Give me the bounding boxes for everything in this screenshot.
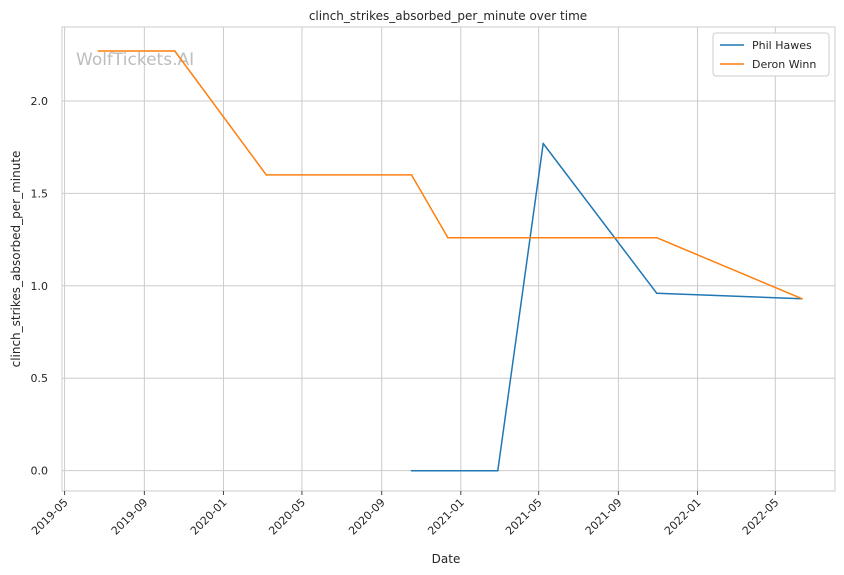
x-tick-label: 2021-09 [583,496,625,538]
data-point-phil-hawes [410,469,413,472]
series-layer [97,50,803,472]
data-point-phil-hawes [496,469,499,472]
series-line-phil-hawes [411,142,802,472]
series-line-deron-winn [98,50,803,300]
x-tick-label: 2022-05 [740,496,782,538]
y-axis-label: clinch_strikes_absorbed_per_minute [9,151,23,368]
data-point-deron-winn [265,174,268,176]
x-tick-label: 2019-05 [29,496,71,538]
data-point-deron-winn [801,297,803,300]
x-tick-label: 2021-05 [503,496,545,538]
data-point-phil-hawes [655,292,658,294]
data-point-deron-winn [174,50,176,52]
grid [62,27,835,491]
legend-label-phil-hawes: Phil Hawes [752,39,812,52]
x-axis-label: Date [432,552,461,566]
chart-title: clinch_strikes_absorbed_per_minute over … [309,9,587,23]
data-point-deron-winn [410,174,413,176]
x-tick-label: 2019-09 [109,496,151,538]
x-tick-label: 2021-01 [425,496,467,538]
watermark: WolfTickets.AI [76,50,194,70]
x-tick-label: 2020-01 [188,496,230,538]
plot-frame [61,26,836,492]
legend: Phil Hawes Deron Winn [712,32,830,77]
y-tick-label: 0.5 [31,372,49,385]
data-point-phil-hawes [542,142,544,145]
data-point-deron-winn [655,236,658,239]
x-tick-label: 2022-01 [662,496,704,538]
legend-box [712,32,830,77]
ticks: 2019-05 2019-09 2020-01 2020-05 2020-09 2021-… [29,95,781,538]
data-point-deron-winn [97,50,100,52]
y-tick-label: 1.5 [31,187,49,200]
x-tick-label: 2020-05 [266,496,308,538]
legend-label-deron-winn: Deron Winn [752,58,816,71]
data-point-deron-winn [447,236,449,239]
y-tick-label: 2.0 [31,95,49,108]
x-tick-label: 2020-09 [346,496,388,538]
y-tick-label: 1.0 [31,280,49,293]
y-tick-label: 0.0 [31,465,49,478]
